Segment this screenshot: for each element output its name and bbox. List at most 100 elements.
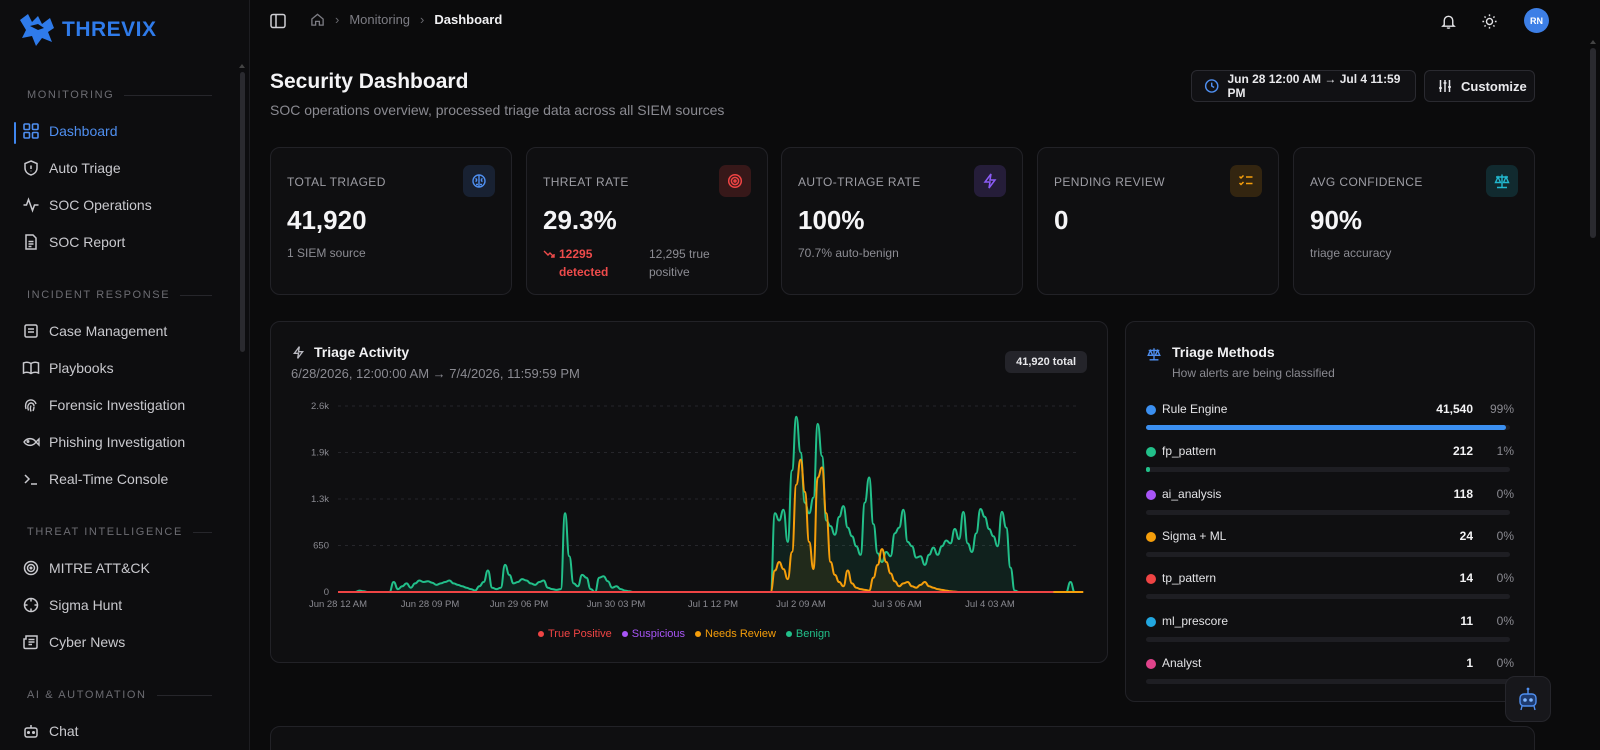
method-track [1146,467,1510,473]
legend-item-needs-review[interactable]: Needs Review [695,628,776,640]
kpi-side-line: 12,295 true [649,247,710,261]
kpi-label: AUTO-TRIAGE RATE [798,175,921,189]
notifications-button[interactable] [1437,10,1459,32]
folder-icon [24,324,38,338]
bell-icon [1440,15,1456,29]
x-tick-label: Jun 30 03 PM [587,599,646,610]
active-indicator [14,122,16,144]
main-scrollbar[interactable] [1590,48,1596,238]
sidebar-item-phishing-investigation[interactable]: Phishing Investigation [18,427,233,457]
sidebar-item-label: Auto Triage [49,160,121,176]
sidebar-item-sigma-hunt[interactable]: Sigma Hunt [18,590,233,620]
sidebar-item-case-management[interactable]: Case Management [18,316,233,346]
x-tick-label: Jun 29 06 PM [490,599,549,610]
grid-icon [23,123,39,139]
terminal-icon [24,474,37,485]
method-percent: 1% [1496,444,1514,459]
kpi-label: TOTAL TRIAGED [287,175,386,189]
method-percent: 0% [1496,528,1514,543]
method-track [1146,425,1510,430]
legend-dot [695,631,701,637]
page-title: Security Dashboard [270,70,469,93]
method-dot [1146,658,1156,669]
method-percent: 0% [1496,486,1514,501]
sidebar-item-soc-operations[interactable]: SOC Operations [18,190,233,220]
brand-name: THREVIX [62,18,157,41]
method-track [1146,636,1510,642]
target-icon [23,560,39,576]
page-subtitle: SOC operations overview, processed triag… [270,102,725,118]
sidebar-item-label: SOC Operations [49,197,152,213]
brain-icon [463,165,495,197]
y-tick-label: 1.3k [311,494,329,505]
method-track [1146,551,1510,557]
customize-button[interactable]: Customize [1424,70,1535,102]
assistant-button[interactable] [1505,676,1551,722]
sidebar-item-chat[interactable]: Chat [18,716,233,746]
sidebar-item-playbooks[interactable]: Playbooks [18,353,233,383]
triage-activity-title: Triage Activity [291,344,409,360]
toggle-sidebar-button[interactable] [267,10,289,32]
zap-icon [293,345,304,359]
robot-icon [1519,687,1537,711]
sidebar-item-forensic-investigation[interactable]: Forensic Investigation [18,390,233,420]
y-tick-label: 0 [324,587,329,598]
sidebar-item-cyber-news[interactable]: Cyber News [18,627,233,657]
method-fill [1146,467,1150,473]
breadcrumb-monitoring[interactable]: Monitoring [349,12,411,27]
method-count: 212 [1452,444,1473,459]
wolf-logo-icon [20,14,54,46]
kpi-value: 100% [798,205,865,235]
kpi-side-note: 12,295 true positive [649,245,749,281]
section-label-incident-response: INCIDENT RESPONSE [27,289,212,301]
method-dot [1146,574,1156,585]
method-track [1146,678,1510,684]
sidebar-item-dashboard[interactable]: Dashboard [18,116,233,146]
kpi-side-line: positive [649,265,690,279]
breadcrumb-current: Dashboard [434,12,503,27]
y-tick-label: 650 [313,541,329,552]
method-name: Sigma + ML [1162,528,1227,543]
sidebar-item-auto-triage[interactable]: Auto Triage [18,153,233,183]
method-count: 14 [1459,571,1473,586]
x-tick-label: Jul 3 06 AM [872,599,922,610]
breadcrumb: › Monitoring › Dashboard [310,12,502,27]
method-dot [1146,616,1156,627]
total-badge: 41,920 total [1005,351,1087,373]
kpi-value: 0 [1054,205,1069,235]
date-range-picker[interactable]: Jun 28 12:00 AM → Jul 4 11:59 PM [1191,70,1416,102]
sidebar-scrollbar[interactable] [240,72,245,352]
sidebar-item-mitre-attack[interactable]: MITRE ATT&CK [18,553,233,583]
chevron-right-icon: › [420,12,425,27]
sidebar-item-label: Chat [49,723,79,739]
zap-icon [974,165,1006,197]
kpi-value: 90% [1310,205,1363,235]
home-icon[interactable] [310,12,325,27]
main-scroll-up-arrow[interactable] [1590,40,1596,44]
method-count: 1 [1466,655,1473,670]
legend-item-suspicious[interactable]: Suspicious [621,628,685,640]
legend-item-benign[interactable]: Benign [785,628,830,640]
x-tick-label: Jul 4 03 AM [965,599,1015,610]
section-label-threat-intelligence: THREAT INTELLIGENCE [27,526,212,538]
method-track [1146,594,1510,600]
newspaper-icon [23,635,38,650]
sidebar-item-label: Forensic Investigation [49,397,186,413]
brand-logo[interactable]: THREVIX [18,10,157,50]
legend-item-true-positive[interactable]: True Positive [538,628,612,640]
method-name: Rule Engine [1162,402,1228,416]
method-row: tp_pattern 14 0% [1146,571,1514,605]
sidebar-item-real-time-console[interactable]: Real-Time Console [18,464,233,494]
sidebar-item-label: Phishing Investigation [49,434,186,450]
triage-methods-panel: Triage Methods How alerts are being clas… [1125,321,1535,702]
method-row: Rule Engine 41,540 99% [1146,402,1514,436]
method-count: 41,540 [1436,402,1473,416]
kpi-trend-line: 12295 [559,247,593,261]
sidebar-item-label: Sigma Hunt [49,597,123,613]
sidebar-item-soc-report[interactable]: SOC Report [18,227,233,257]
user-avatar[interactable]: RN [1524,8,1549,33]
theme-toggle-button[interactable] [1478,10,1500,32]
legend-dot [785,631,792,637]
sidebar-scroll-up-arrow[interactable] [239,64,245,68]
